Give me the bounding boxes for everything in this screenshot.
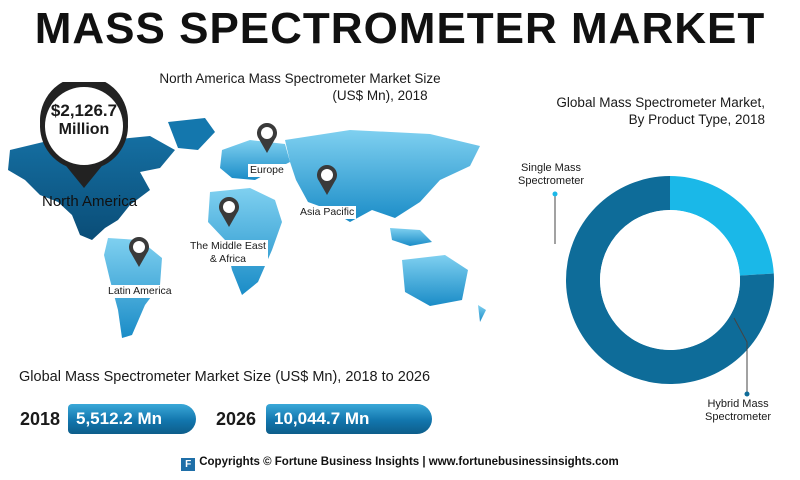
- pie-leader-lines: [552, 191, 750, 397]
- north-america-value: $2,126.7: [50, 101, 118, 120]
- year-2018-label: 2018: [20, 409, 61, 429]
- europe-pin-icon: [257, 123, 277, 153]
- chart-title: Global Mass Spectrometer Market, By Produ…: [556, 95, 765, 127]
- se-asia-shape: [390, 228, 432, 246]
- asia-pacific-label: Asia Pacific: [298, 206, 357, 219]
- fortune-logo-icon: F: [181, 458, 196, 471]
- europe-label: Europe: [248, 164, 286, 177]
- hybrid-mass-label: Hybrid Mass Spectrometer: [705, 398, 772, 423]
- north-america-value-bubble: $2,126.7 Million: [40, 82, 128, 170]
- north-america-unit: Million: [58, 121, 110, 138]
- new-zealand-shape: [478, 305, 486, 322]
- donut-slice-single-mass: [670, 176, 774, 276]
- north-america-shape: [8, 136, 175, 240]
- north-america-label: North America: [42, 193, 138, 210]
- latin-america-label: Latin America: [106, 285, 174, 298]
- asia-pacific-pin-icon: [317, 165, 337, 195]
- donut-chart: [566, 176, 774, 384]
- footer: F Copyrights © Fortune Business Insights …: [0, 456, 800, 471]
- value-2018-bar: 5,512.2 Mn: [68, 404, 196, 434]
- asia-shape: [285, 130, 480, 222]
- donut-hole: [600, 210, 740, 350]
- single-mass-label: Single Mass Spectrometer: [518, 162, 585, 187]
- year-2026-label: 2026: [216, 409, 257, 429]
- donut-slice-hybrid-mass: [566, 176, 774, 384]
- mea-label: The Middle East & Africa: [188, 240, 268, 266]
- value-2026-bar: 10,044.7 Mn: [266, 404, 432, 434]
- footer-text: Copyrights © Fortune Business Insights |…: [199, 456, 619, 468]
- page-title: MASS SPECTROMETER MARKET: [34, 4, 766, 53]
- australia-shape: [402, 255, 468, 306]
- market-size-subtitle: Global Mass Spectrometer Market Size (US…: [19, 369, 431, 385]
- mea-pin-icon: [219, 197, 239, 227]
- greenland-shape: [168, 118, 215, 150]
- latin-america-pin-icon: [129, 237, 149, 267]
- north-america-subtitle: North America Mass Spectrometer Market S…: [159, 71, 441, 103]
